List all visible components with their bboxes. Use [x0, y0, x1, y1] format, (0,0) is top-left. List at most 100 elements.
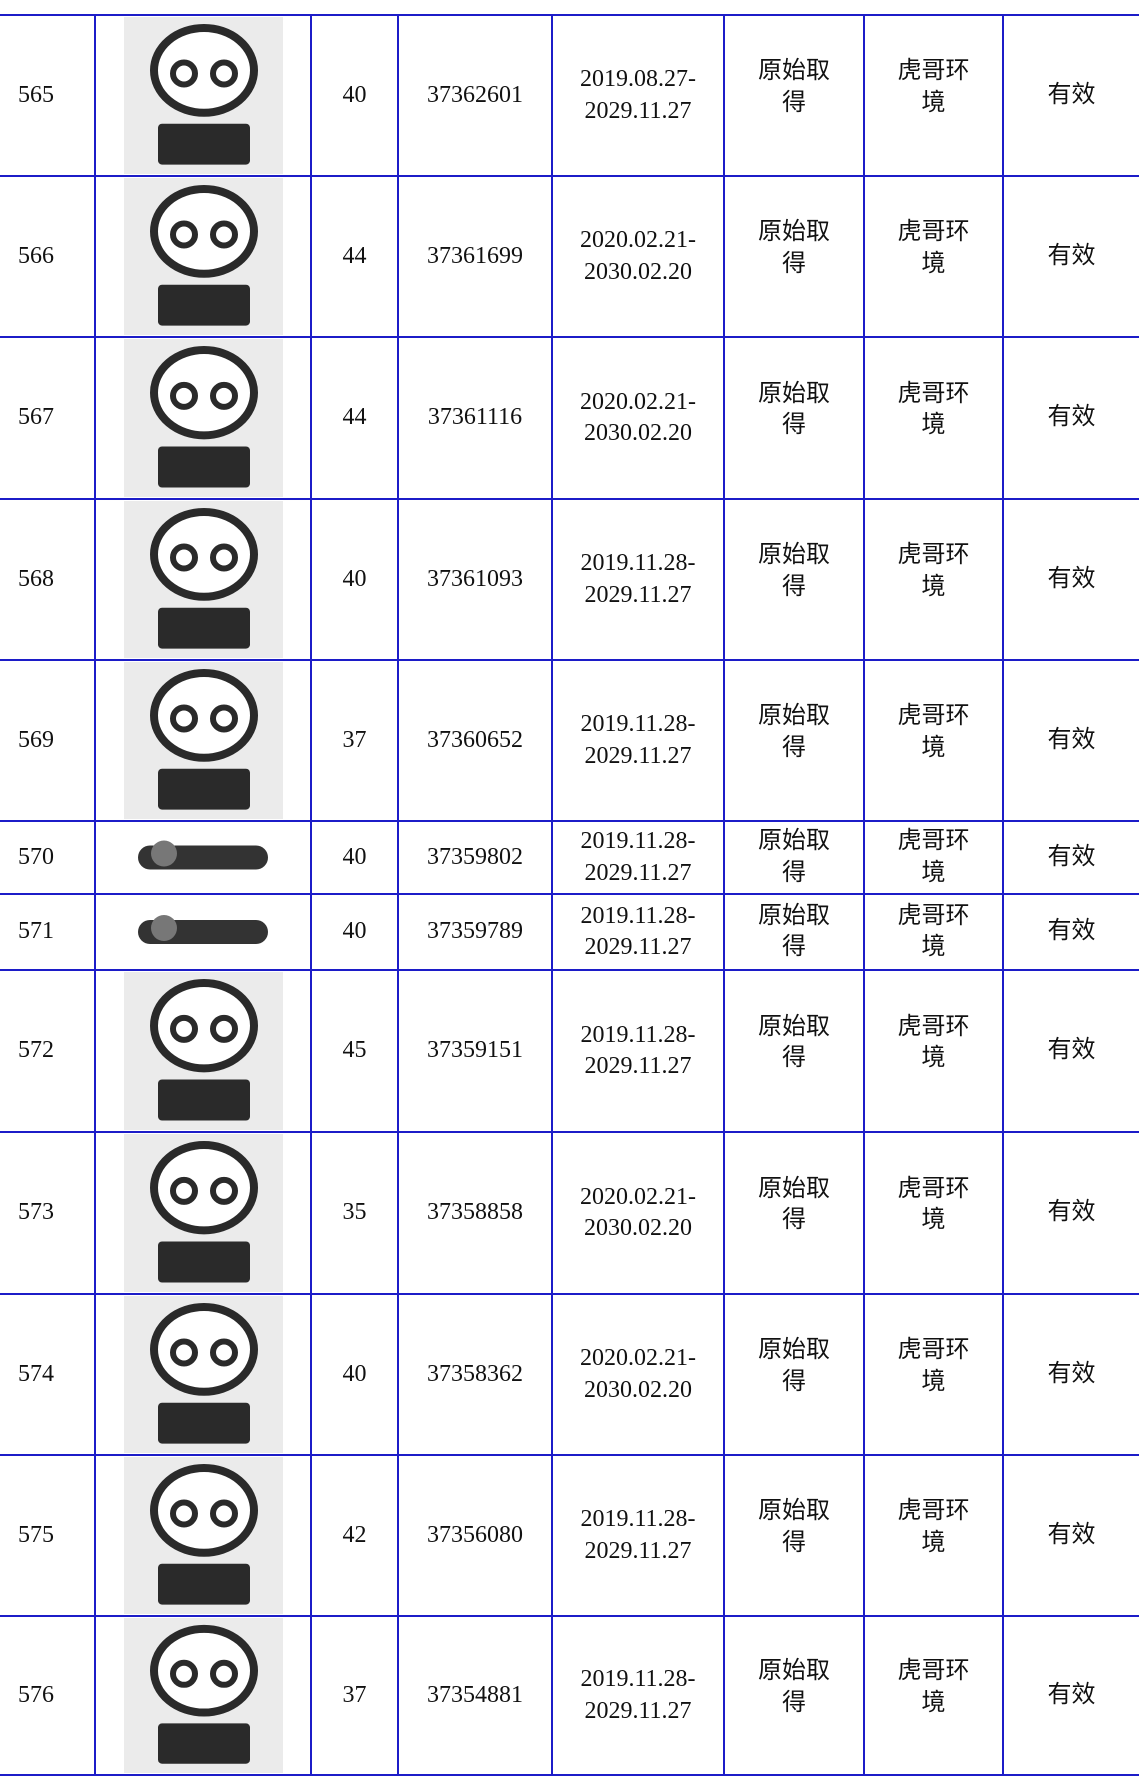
owner: 虎哥环境 — [863, 969, 1004, 1133]
acquisition-type: 原始取得 — [723, 1454, 865, 1617]
validity-period: 2020.02.21- 2030.02.20 — [551, 1293, 725, 1456]
class-number: 40 — [310, 1293, 399, 1456]
registration-number: 37359789 — [397, 893, 553, 971]
date-line: 2020.02.21- — [580, 388, 696, 415]
date-line: 2019.08.27- — [580, 66, 696, 93]
acquisition-text: 原始取得 — [757, 1337, 830, 1395]
acquisition-text: 原始取得 — [757, 219, 830, 277]
class-number: 44 — [310, 336, 399, 500]
registration-number: 37359151 — [397, 969, 553, 1133]
date-line: 2029.11.27 — [584, 1537, 692, 1564]
acquisition-text: 原始取得 — [757, 1175, 830, 1233]
logo — [123, 1296, 283, 1453]
validity-period: 2019.11.28- 2029.11.27 — [551, 1454, 725, 1617]
logo-cell — [94, 1454, 312, 1617]
class-number: 40 — [310, 498, 399, 661]
logo — [137, 915, 268, 944]
date-line: 2029.11.27 — [584, 581, 692, 608]
logo-cell — [94, 1615, 312, 1776]
table-body: 565 40 37362601 2019.08.27- 2029.11.27 原始取得 虎哥… — [0, 14, 1139, 1776]
owner: 虎哥环境 — [863, 659, 1004, 822]
acquisition-text: 原始取得 — [757, 58, 830, 116]
acquisition-text: 原始取得 — [757, 902, 830, 960]
status: 有效 — [1002, 336, 1139, 500]
status: 有效 — [1002, 1293, 1139, 1456]
acquisition-type: 原始取得 — [723, 1615, 865, 1776]
owner-text: 虎哥环境 — [897, 902, 970, 960]
acquisition-text: 原始取得 — [757, 380, 830, 438]
validity-period: 2019.11.28- 2029.11.27 — [551, 969, 725, 1133]
owner-text: 虎哥环境 — [897, 703, 970, 761]
registration-number: 37361699 — [397, 175, 553, 338]
date-line: 2019.11.28- — [580, 902, 696, 929]
row-number: 570 — [0, 820, 96, 895]
status: 有效 — [1002, 1615, 1139, 1776]
logo-cell — [94, 893, 312, 971]
row-number: 567 — [0, 336, 96, 500]
table-row: 575 42 37356080 2019.11.28- 2029.11.27 原始取得 虎哥… — [0, 1454, 1139, 1617]
validity-period: 2020.02.21- 2030.02.20 — [551, 1131, 725, 1295]
row-number: 576 — [0, 1615, 96, 1776]
acquisition-type: 原始取得 — [723, 336, 865, 500]
date-line: 2020.02.21- — [580, 227, 696, 254]
logo-cell — [94, 175, 312, 338]
owner: 虎哥环境 — [863, 820, 1004, 895]
row-number: 566 — [0, 175, 96, 338]
owner-text: 虎哥环境 — [897, 380, 970, 438]
owner-text: 虎哥环境 — [897, 58, 970, 116]
owner: 虎哥环境 — [863, 498, 1004, 661]
status: 有效 — [1002, 969, 1139, 1133]
status: 有效 — [1002, 498, 1139, 661]
row-number: 575 — [0, 1454, 96, 1617]
logo-cell — [94, 1131, 312, 1295]
table-row: 574 40 37358362 2020.02.21- 2030.02.20 原始取得 虎哥… — [0, 1293, 1139, 1456]
table-row: 573 35 37358858 2020.02.21- 2030.02.20 原始取得 虎哥… — [0, 1131, 1139, 1295]
table-row: 572 45 37359151 2019.11.28- 2029.11.27 原始取得 虎哥… — [0, 969, 1139, 1133]
owner-text: 虎哥环境 — [897, 219, 970, 277]
acquisition-text: 原始取得 — [757, 1013, 830, 1071]
logo — [123, 17, 283, 174]
logo — [123, 178, 283, 335]
logo-cell — [94, 659, 312, 822]
owner-text: 虎哥环境 — [897, 1337, 970, 1395]
date-line: 2020.02.21- — [580, 1183, 696, 1210]
class-number: 40 — [310, 14, 399, 177]
class-number: 44 — [310, 175, 399, 338]
acquisition-type: 原始取得 — [723, 893, 865, 971]
registration-number: 37358362 — [397, 1293, 553, 1456]
registration-number: 37361093 — [397, 498, 553, 661]
owner: 虎哥环境 — [863, 175, 1004, 338]
registration-number: 37359802 — [397, 820, 553, 895]
date-line: 2029.11.27 — [584, 859, 692, 886]
owner: 虎哥环境 — [863, 1454, 1004, 1617]
registration-number: 37360652 — [397, 659, 553, 822]
owner: 虎哥环境 — [863, 1293, 1004, 1456]
owner-text: 虎哥环境 — [897, 828, 970, 886]
acquisition-text: 原始取得 — [757, 828, 830, 886]
class-number: 37 — [310, 1615, 399, 1776]
status: 有效 — [1002, 659, 1139, 822]
logo — [137, 840, 268, 870]
acquisition-text: 原始取得 — [757, 1498, 830, 1556]
row-number: 565 — [0, 14, 96, 177]
logo-cell — [94, 498, 312, 661]
class-number: 40 — [310, 893, 399, 971]
class-number: 40 — [310, 820, 399, 895]
logo-cell — [94, 336, 312, 500]
validity-period: 2019.11.28- 2029.11.27 — [551, 820, 725, 895]
owner: 虎哥环境 — [863, 1131, 1004, 1295]
row-number: 572 — [0, 969, 96, 1133]
table-row: 567 44 37361116 2020.02.21- 2030.02.20 原始取得 虎哥… — [0, 336, 1139, 500]
validity-period: 2019.11.28- 2029.11.27 — [551, 659, 725, 822]
row-number: 568 — [0, 498, 96, 661]
table-row: 569 37 37360652 2019.11.28- 2029.11.27 原始取得 虎哥… — [0, 659, 1139, 822]
validity-period: 2020.02.21- 2030.02.20 — [551, 175, 725, 338]
logo-cell — [94, 820, 312, 895]
acquisition-text: 原始取得 — [757, 703, 830, 761]
class-number: 35 — [310, 1131, 399, 1295]
logo — [123, 1618, 283, 1773]
logo-cell — [94, 969, 312, 1133]
logo — [123, 662, 283, 819]
logo — [123, 1134, 283, 1292]
status: 有效 — [1002, 1454, 1139, 1617]
